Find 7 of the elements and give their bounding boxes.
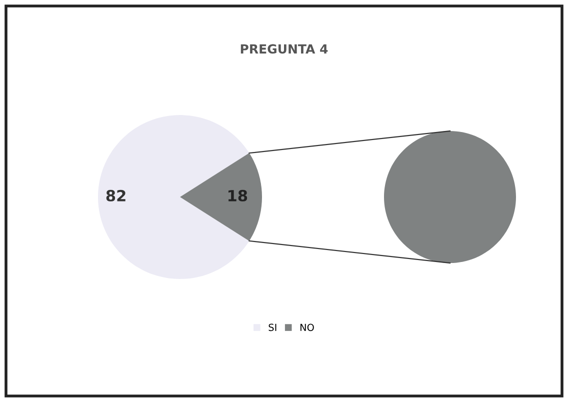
chart-title: PREGUNTA 4 xyxy=(240,44,328,54)
data-label: 18 xyxy=(228,190,248,202)
data-label: 82 xyxy=(106,190,126,202)
pie-slice xyxy=(98,115,250,279)
legend-label: NO xyxy=(300,324,314,332)
pie-slice xyxy=(180,153,262,241)
legend-label: SI xyxy=(268,324,276,332)
